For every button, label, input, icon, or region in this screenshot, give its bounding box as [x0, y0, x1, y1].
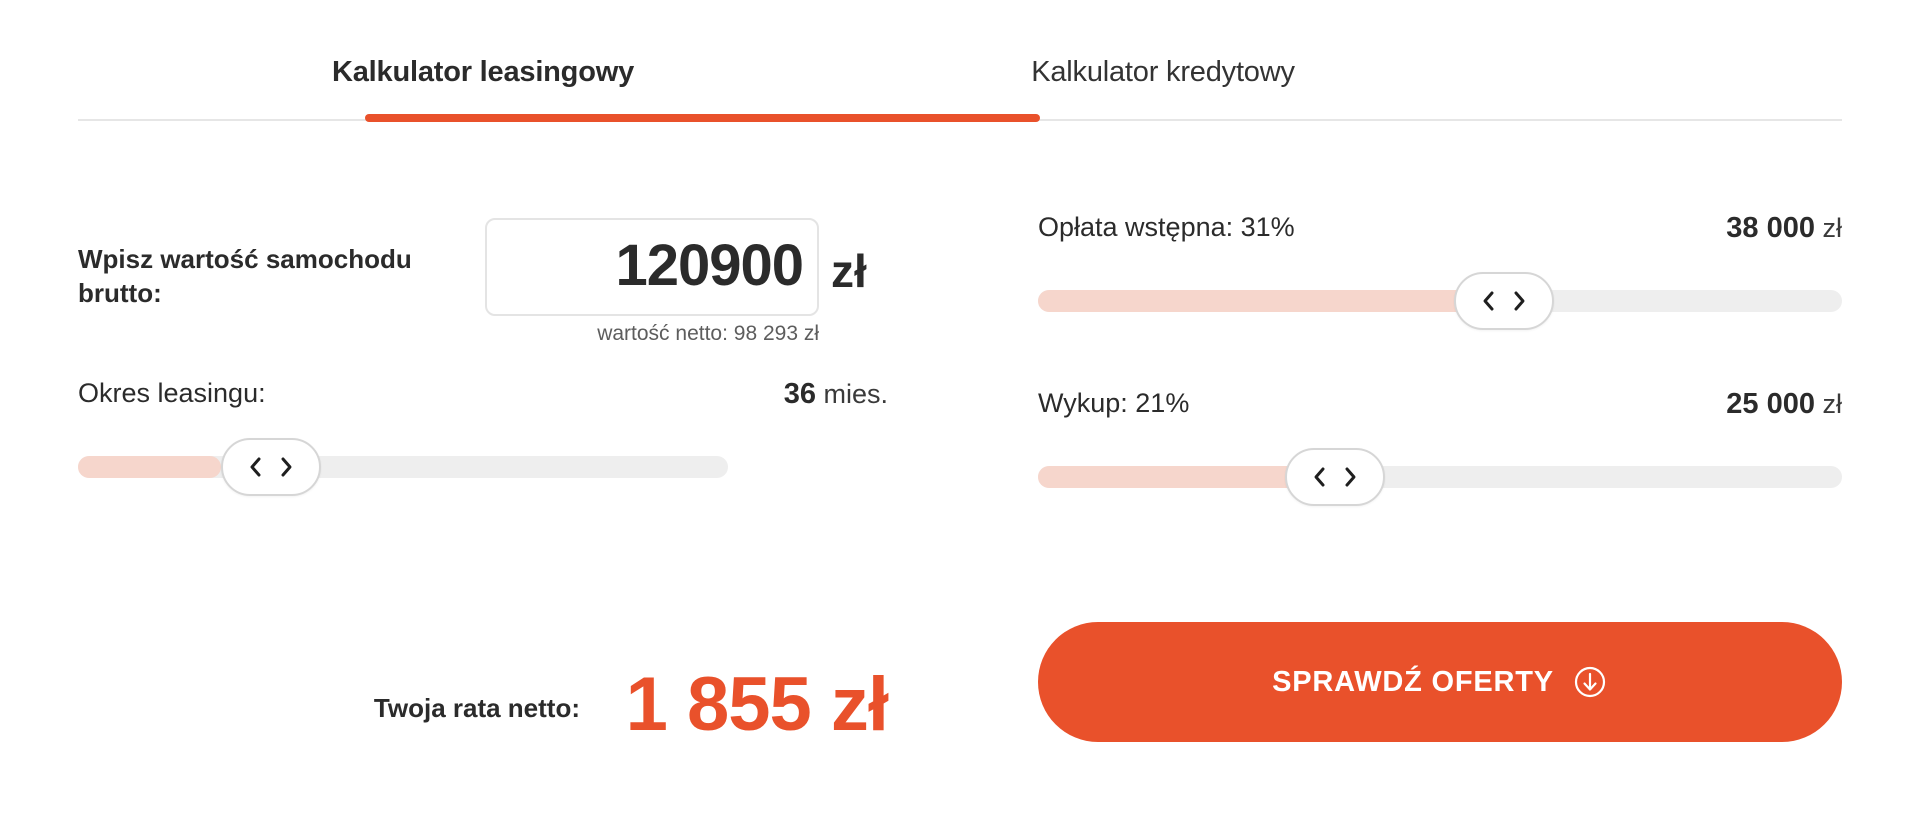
- result-line: Twoja rata netto: 1 855 zł: [78, 640, 889, 750]
- chevron-right-icon[interactable]: [1342, 465, 1358, 489]
- calculator-tabs: Kalkulator leasingowy Kalkulator kredyto…: [78, 22, 1842, 122]
- chevron-right-icon[interactable]: [278, 455, 294, 479]
- check-offers-button[interactable]: SPRAWDŹ OFERTY: [1038, 622, 1842, 742]
- tab-kalkulator-leasingowy[interactable]: Kalkulator leasingowy: [332, 56, 634, 88]
- initial-payment-label: Opłata wstępna: 31%: [1038, 212, 1295, 242]
- buyout-slider[interactable]: [1038, 448, 1842, 506]
- leasing-period-slider[interactable]: [78, 438, 888, 496]
- chevron-left-icon[interactable]: [1481, 289, 1497, 313]
- buyout-value: 25 000 zł: [1726, 388, 1842, 421]
- tab-kalkulator-kredytowy[interactable]: Kalkulator kredytowy: [1031, 56, 1295, 88]
- car-value-currency: zł: [831, 245, 867, 297]
- right-column: Opłata wstępna: 31% 38 000 zł: [1038, 200, 1842, 506]
- initial-payment-number: 38 000: [1726, 212, 1815, 244]
- chevron-left-icon[interactable]: [1312, 465, 1328, 489]
- leasing-period-header: Okres leasingu: 36 mies.: [78, 378, 888, 422]
- slider-fill: [1038, 290, 1504, 312]
- initial-payment-slider[interactable]: [1038, 272, 1842, 330]
- buyout-number: 25 000: [1726, 388, 1815, 420]
- arrow-down-circle-icon: [1572, 664, 1608, 700]
- leasing-period-label: Okres leasingu:: [78, 378, 266, 408]
- car-value-row: Wpisz wartość samochodu brutto: zł warto…: [78, 200, 888, 345]
- car-value-input-wrap: [485, 218, 819, 316]
- buyout-header: Wykup: 21% 25 000 zł: [1038, 388, 1842, 432]
- active-tab-indicator: [365, 114, 1040, 122]
- car-value-input[interactable]: [485, 218, 819, 316]
- initial-payment-field: Opłata wstępna: 31% 38 000 zł: [1038, 212, 1842, 330]
- slider-handle[interactable]: [1285, 448, 1385, 506]
- initial-payment-header: Opłata wstępna: 31% 38 000 zł: [1038, 212, 1842, 256]
- initial-payment-value: 38 000 zł: [1726, 212, 1842, 245]
- slider-handle[interactable]: [1454, 272, 1554, 330]
- leasing-period-field: Okres leasingu: 36 mies.: [78, 378, 888, 496]
- left-column: Wpisz wartość samochodu brutto: zł warto…: [78, 200, 888, 496]
- buyout-label: Wykup: 21%: [1038, 388, 1190, 418]
- slider-fill: [78, 456, 221, 478]
- leasing-period-unit: mies.: [823, 379, 888, 409]
- buyout-unit: zł: [1822, 389, 1843, 419]
- check-offers-label: SPRAWDŹ OFERTY: [1272, 665, 1554, 698]
- leasing-period-value: 36 mies.: [784, 378, 888, 411]
- chevron-right-icon[interactable]: [1511, 289, 1527, 313]
- slider-handle[interactable]: [221, 438, 321, 496]
- car-value-label: Wpisz wartość samochodu brutto:: [78, 244, 412, 309]
- result-label: Twoja rata netto:: [373, 693, 580, 723]
- chevron-left-icon[interactable]: [248, 455, 264, 479]
- car-value-netto: wartość netto: 98 293 zł: [597, 322, 819, 345]
- result-amount: 1 855 zł: [625, 662, 889, 747]
- buyout-field: Wykup: 21% 25 000 zł: [1038, 388, 1842, 506]
- initial-payment-unit: zł: [1822, 213, 1843, 243]
- slider-fill: [1038, 466, 1335, 488]
- leasing-period-number: 36: [783, 378, 816, 410]
